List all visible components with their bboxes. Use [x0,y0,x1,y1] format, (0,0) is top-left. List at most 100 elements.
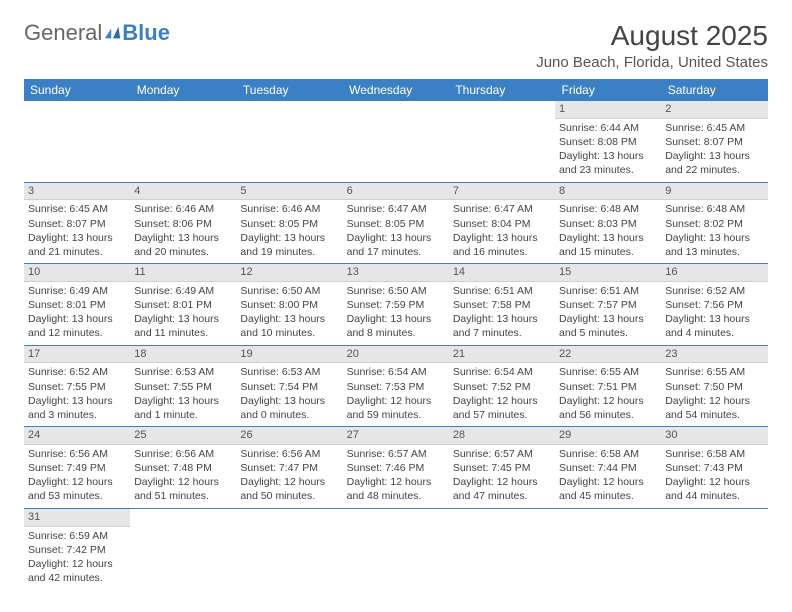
empty-cell [449,508,555,589]
sunset: Sunset: 8:05 PM [240,217,338,231]
empty-cell [661,508,767,589]
logo: General Blue [24,20,170,46]
sunrise: Sunrise: 6:46 AM [240,202,338,216]
daylight: Daylight: 13 hours and 10 minutes. [240,312,338,340]
sunrise: Sunrise: 6:47 AM [347,202,445,216]
daylight: Daylight: 13 hours and 3 minutes. [28,394,126,422]
sunrise: Sunrise: 6:53 AM [240,365,338,379]
daylight: Daylight: 13 hours and 13 minutes. [665,231,763,259]
day-number: 27 [343,427,449,445]
sunrise: Sunrise: 6:50 AM [347,284,445,298]
day-cell-27: 27Sunrise: 6:57 AMSunset: 7:46 PMDayligh… [343,427,449,509]
sunset: Sunset: 7:46 PM [347,461,445,475]
sunrise: Sunrise: 6:52 AM [665,284,763,298]
day-number: 8 [555,183,661,201]
day-number: 5 [236,183,342,201]
day-cell-13: 13Sunrise: 6:50 AMSunset: 7:59 PMDayligh… [343,264,449,346]
day-cell-30: 30Sunrise: 6:58 AMSunset: 7:43 PMDayligh… [661,427,767,509]
sunset: Sunset: 8:01 PM [134,298,232,312]
day-cell-6: 6Sunrise: 6:47 AMSunset: 8:05 PMDaylight… [343,182,449,264]
day-cell-31: 31Sunrise: 6:59 AMSunset: 7:42 PMDayligh… [24,508,130,589]
daylight: Daylight: 13 hours and 4 minutes. [665,312,763,340]
day-number: 6 [343,183,449,201]
sunset: Sunset: 7:51 PM [559,380,657,394]
day-cell-26: 26Sunrise: 6:56 AMSunset: 7:47 PMDayligh… [236,427,342,509]
sunset: Sunset: 7:53 PM [347,380,445,394]
sunset: Sunset: 8:00 PM [240,298,338,312]
sunrise: Sunrise: 6:56 AM [28,447,126,461]
daylight: Daylight: 12 hours and 44 minutes. [665,475,763,503]
day-number: 2 [661,101,767,119]
empty-cell [555,508,661,589]
day-body: Sunrise: 6:59 AMSunset: 7:42 PMDaylight:… [24,527,130,590]
weekday-row: SundayMondayTuesdayWednesdayThursdayFrid… [24,79,768,101]
day-body: Sunrise: 6:54 AMSunset: 7:53 PMDaylight:… [343,363,449,426]
sunset: Sunset: 8:07 PM [665,135,763,149]
day-body: Sunrise: 6:55 AMSunset: 7:51 PMDaylight:… [555,363,661,426]
day-body: Sunrise: 6:49 AMSunset: 8:01 PMDaylight:… [130,282,236,345]
daylight: Daylight: 13 hours and 16 minutes. [453,231,551,259]
day-cell-23: 23Sunrise: 6:55 AMSunset: 7:50 PMDayligh… [661,345,767,427]
daylight: Daylight: 13 hours and 21 minutes. [28,231,126,259]
sunset: Sunset: 7:45 PM [453,461,551,475]
daylight: Daylight: 12 hours and 56 minutes. [559,394,657,422]
sunrise: Sunrise: 6:56 AM [240,447,338,461]
day-cell-2: 2Sunrise: 6:45 AMSunset: 8:07 PMDaylight… [661,101,767,182]
day-number: 10 [24,264,130,282]
daylight: Daylight: 12 hours and 59 minutes. [347,394,445,422]
daylight: Daylight: 13 hours and 22 minutes. [665,149,763,177]
location: Juno Beach, Florida, United States [536,54,768,71]
sunset: Sunset: 7:47 PM [240,461,338,475]
day-cell-16: 16Sunrise: 6:52 AMSunset: 7:56 PMDayligh… [661,264,767,346]
sunrise: Sunrise: 6:55 AM [559,365,657,379]
empty-cell [449,101,555,182]
sunset: Sunset: 7:57 PM [559,298,657,312]
empty-cell [24,101,130,182]
day-number: 15 [555,264,661,282]
day-number: 14 [449,264,555,282]
sunrise: Sunrise: 6:59 AM [28,529,126,543]
day-body: Sunrise: 6:46 AMSunset: 8:06 PMDaylight:… [130,200,236,263]
day-number: 21 [449,346,555,364]
day-body: Sunrise: 6:50 AMSunset: 7:59 PMDaylight:… [343,282,449,345]
empty-cell [236,101,342,182]
day-number: 12 [236,264,342,282]
day-body: Sunrise: 6:47 AMSunset: 8:05 PMDaylight:… [343,200,449,263]
logo-text-2: Blue [122,20,170,46]
day-number: 13 [343,264,449,282]
sunset: Sunset: 8:06 PM [134,217,232,231]
empty-cell [236,508,342,589]
empty-cell [343,508,449,589]
day-body: Sunrise: 6:58 AMSunset: 7:43 PMDaylight:… [661,445,767,508]
sunrise: Sunrise: 6:49 AM [28,284,126,298]
sunset: Sunset: 7:56 PM [665,298,763,312]
day-cell-25: 25Sunrise: 6:56 AMSunset: 7:48 PMDayligh… [130,427,236,509]
sunrise: Sunrise: 6:55 AM [665,365,763,379]
weekday-wednesday: Wednesday [343,79,449,101]
daylight: Daylight: 13 hours and 8 minutes. [347,312,445,340]
day-number: 1 [555,101,661,119]
day-body: Sunrise: 6:56 AMSunset: 7:47 PMDaylight:… [236,445,342,508]
day-body: Sunrise: 6:57 AMSunset: 7:46 PMDaylight:… [343,445,449,508]
sunset: Sunset: 7:50 PM [665,380,763,394]
day-cell-8: 8Sunrise: 6:48 AMSunset: 8:03 PMDaylight… [555,182,661,264]
day-body: Sunrise: 6:57 AMSunset: 7:45 PMDaylight:… [449,445,555,508]
header: General Blue August 2025 Juno Beach, Flo… [24,20,768,71]
day-body: Sunrise: 6:53 AMSunset: 7:54 PMDaylight:… [236,363,342,426]
day-number: 30 [661,427,767,445]
day-number: 25 [130,427,236,445]
daylight: Daylight: 12 hours and 48 minutes. [347,475,445,503]
weekday-monday: Monday [130,79,236,101]
day-body: Sunrise: 6:52 AMSunset: 7:55 PMDaylight:… [24,363,130,426]
day-cell-7: 7Sunrise: 6:47 AMSunset: 8:04 PMDaylight… [449,182,555,264]
sunrise: Sunrise: 6:54 AM [453,365,551,379]
sunset: Sunset: 8:01 PM [28,298,126,312]
daylight: Daylight: 12 hours and 50 minutes. [240,475,338,503]
day-number: 11 [130,264,236,282]
daylight: Daylight: 13 hours and 20 minutes. [134,231,232,259]
empty-cell [130,101,236,182]
day-body: Sunrise: 6:48 AMSunset: 8:02 PMDaylight:… [661,200,767,263]
week-row: 31Sunrise: 6:59 AMSunset: 7:42 PMDayligh… [24,508,768,589]
day-body: Sunrise: 6:48 AMSunset: 8:03 PMDaylight:… [555,200,661,263]
day-number: 20 [343,346,449,364]
